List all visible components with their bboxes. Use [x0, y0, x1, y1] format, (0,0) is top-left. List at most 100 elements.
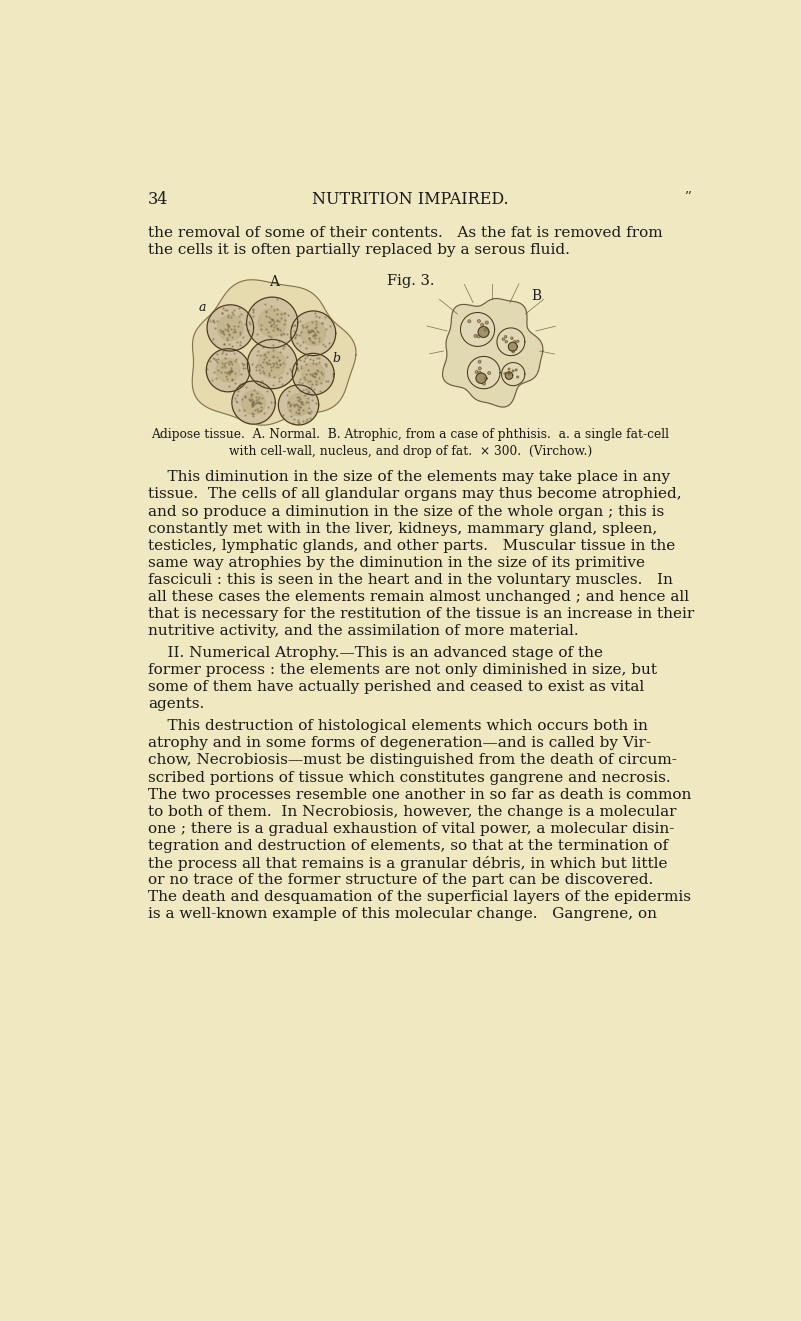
Point	[269, 351, 282, 373]
Point	[245, 388, 258, 410]
Point	[263, 306, 276, 328]
Point	[305, 320, 318, 341]
Point	[264, 391, 277, 412]
Polygon shape	[461, 313, 494, 346]
Point	[232, 312, 245, 333]
Point	[308, 378, 320, 399]
Point	[267, 320, 280, 341]
Point	[247, 299, 260, 320]
Point	[306, 384, 319, 406]
Point	[304, 403, 316, 424]
Polygon shape	[474, 334, 477, 337]
Point	[215, 353, 228, 374]
Text: agents.: agents.	[148, 697, 204, 712]
Point	[226, 336, 239, 357]
Point	[299, 369, 312, 390]
Point	[220, 300, 233, 321]
Point	[244, 384, 257, 406]
Polygon shape	[478, 371, 481, 374]
Point	[297, 399, 310, 420]
Polygon shape	[497, 328, 525, 355]
Point	[294, 334, 307, 355]
Point	[292, 387, 305, 408]
Point	[268, 316, 280, 337]
Point	[231, 391, 244, 412]
Point	[256, 337, 269, 358]
Point	[272, 330, 285, 351]
Text: some of them have actually perished and ceased to exist as vital: some of them have actually perished and …	[148, 680, 645, 695]
Polygon shape	[509, 373, 510, 375]
Point	[270, 314, 283, 336]
Point	[218, 334, 231, 355]
Point	[307, 366, 320, 387]
Polygon shape	[511, 337, 513, 339]
Point	[239, 314, 252, 336]
Point	[274, 324, 287, 345]
Point	[238, 386, 251, 407]
Point	[290, 324, 303, 345]
Text: a: a	[199, 301, 206, 313]
Point	[223, 325, 235, 346]
Point	[297, 366, 310, 387]
Point	[224, 358, 237, 379]
Polygon shape	[501, 362, 525, 386]
Text: The death and desquamation of the superficial layers of the epidermis: The death and desquamation of the superf…	[148, 890, 691, 904]
Point	[233, 324, 246, 345]
Point	[234, 332, 247, 353]
Point	[305, 374, 318, 395]
Point	[217, 297, 230, 318]
Point	[223, 362, 236, 383]
Point	[267, 345, 280, 366]
Point	[265, 308, 278, 329]
Point	[222, 318, 235, 339]
Point	[225, 359, 238, 380]
Point	[253, 359, 266, 380]
Point	[301, 380, 314, 402]
Point	[289, 402, 302, 423]
Point	[220, 313, 233, 334]
Point	[223, 333, 235, 354]
Point	[281, 391, 294, 412]
Point	[312, 351, 325, 373]
Point	[304, 320, 317, 341]
Point	[227, 342, 240, 363]
Point	[274, 355, 287, 376]
Point	[262, 363, 275, 384]
Polygon shape	[477, 336, 480, 338]
Point	[235, 374, 248, 395]
Point	[305, 363, 318, 384]
Point	[236, 353, 249, 374]
Point	[232, 375, 245, 396]
Point	[296, 373, 308, 394]
Point	[292, 412, 304, 433]
Point	[288, 396, 300, 417]
Text: the removal of some of their contents.   As the fat is removed from: the removal of some of their contents. A…	[148, 226, 662, 240]
Point	[309, 325, 322, 346]
Point	[309, 366, 322, 387]
Point	[303, 322, 316, 343]
Text: ’’: ’’	[684, 190, 691, 203]
Point	[247, 299, 260, 320]
Point	[277, 324, 290, 345]
Point	[271, 353, 284, 374]
Point	[233, 400, 246, 421]
Point	[236, 326, 249, 347]
Point	[261, 396, 274, 417]
Point	[291, 332, 304, 353]
Point	[248, 399, 261, 420]
Point	[246, 391, 259, 412]
Polygon shape	[515, 369, 517, 371]
Point	[285, 392, 298, 413]
Polygon shape	[468, 320, 471, 322]
Point	[221, 351, 234, 373]
Point	[294, 349, 307, 370]
Point	[292, 402, 305, 423]
Point	[207, 347, 219, 369]
Polygon shape	[291, 310, 336, 355]
Point	[303, 328, 316, 349]
Point	[275, 366, 288, 387]
Point	[260, 305, 273, 326]
Point	[258, 362, 271, 383]
Point	[235, 363, 248, 384]
Point	[253, 354, 266, 375]
